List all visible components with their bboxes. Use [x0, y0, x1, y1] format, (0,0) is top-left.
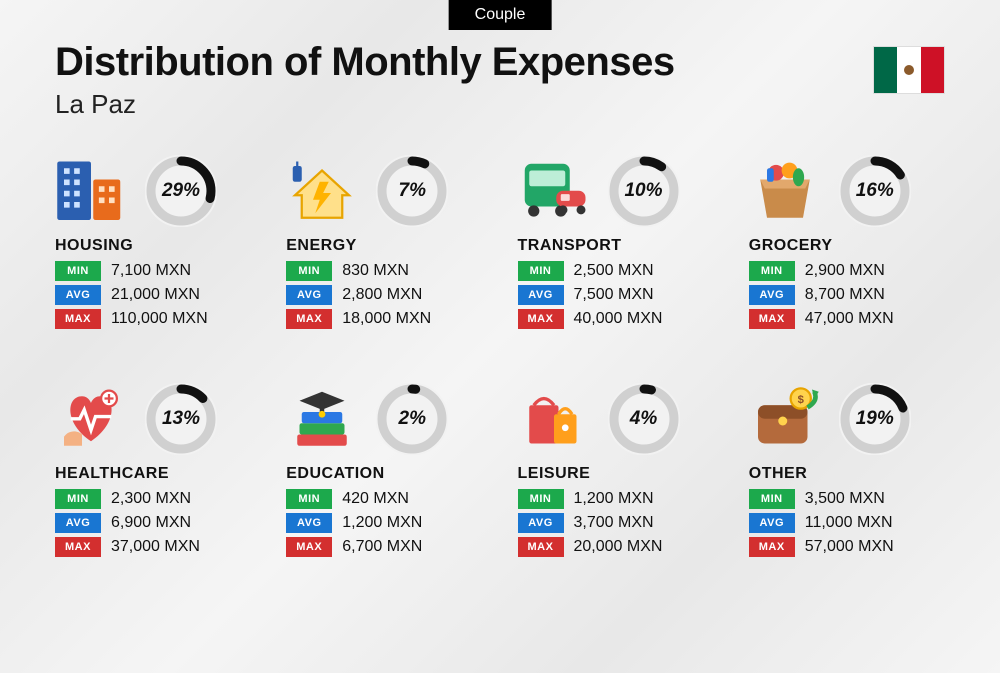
title-block: Distribution of Monthly Expenses La Paz: [55, 40, 675, 120]
min-value: 3,500 MXN: [805, 490, 885, 508]
max-tag: MAX: [518, 537, 564, 557]
card-housing: 29% HOUSING MIN 7,100 MXN AVG 21,000 MXN M…: [55, 155, 266, 333]
max-tag: MAX: [749, 537, 795, 557]
card-title: HOUSING: [55, 237, 266, 255]
household-badge: Couple: [449, 0, 552, 30]
min-tag: MIN: [286, 261, 332, 281]
card-title: ENERGY: [286, 237, 497, 255]
card-education: 2% EDUCATION MIN 420 MXN AVG 1,200 MXN MAX…: [286, 383, 497, 561]
avg-value: 11,000 MXN: [805, 514, 893, 532]
max-tag: MAX: [749, 309, 795, 329]
donut-other: 19%: [839, 383, 911, 455]
card-title: TRANSPORT: [518, 237, 729, 255]
transport-icon: [518, 158, 590, 224]
grocery-icon: [749, 158, 821, 224]
max-value: 40,000 MXN: [574, 310, 663, 328]
avg-value: 7,500 MXN: [574, 286, 654, 304]
card-transport: 10% TRANSPORT MIN2,500 MXN AVG7,500 MXN …: [518, 155, 729, 333]
max-value: 37,000 MXN: [111, 538, 200, 556]
categories-grid: 29% HOUSING MIN 7,100 MXN AVG 21,000 MXN M…: [55, 155, 960, 561]
donut-energy: 7%: [376, 155, 448, 227]
max-tag: MAX: [518, 309, 564, 329]
housing-icon: [55, 158, 127, 224]
mexico-flag-icon: [873, 46, 945, 94]
min-value: 2,500 MXN: [574, 262, 654, 280]
card-title: LEISURE: [518, 465, 729, 483]
card-grocery: 16% GROCERY MIN 2,900 MXN AVG 8,700 MXN MA…: [749, 155, 960, 333]
healthcare-icon: [55, 386, 127, 452]
leisure-icon: [518, 386, 590, 452]
max-value: 6,700 MXN: [342, 538, 422, 556]
min-tag: MIN: [749, 489, 795, 509]
header: Distribution of Monthly Expenses La Paz: [55, 40, 945, 120]
svg-text:$: $: [797, 394, 804, 406]
avg-tag: AVG: [749, 285, 795, 305]
min-tag: MIN: [55, 489, 101, 509]
avg-tag: AVG: [286, 513, 332, 533]
energy-icon: [286, 158, 358, 224]
max-value: 20,000 MXN: [574, 538, 663, 556]
card-title: EDUCATION: [286, 465, 497, 483]
max-value: 57,000 MXN: [805, 538, 894, 556]
card-healthcare: 13% HEALTHCARE MIN 2,300 MXN AVG 6,900 MXN…: [55, 383, 266, 561]
avg-tag: AVG: [55, 285, 101, 305]
avg-tag: AVG: [749, 513, 795, 533]
avg-value: 2,800 MXN: [342, 286, 422, 304]
donut-grocery: 16%: [839, 155, 911, 227]
min-value: 2,300 MXN: [111, 490, 191, 508]
avg-tag: AVG: [518, 285, 564, 305]
min-value: 830 MXN: [342, 262, 409, 280]
card-leisure: 4% LEISURE MIN 1,200 MXN AVG 3,700 MXN MAX…: [518, 383, 729, 561]
donut-housing: 29%: [145, 155, 217, 227]
card-title: GROCERY: [749, 237, 960, 255]
donut-transport: 10%: [608, 155, 680, 227]
max-tag: MAX: [286, 309, 332, 329]
stat-row-min: MIN 7,100 MXN: [55, 261, 266, 281]
avg-value: 3,700 MXN: [574, 514, 654, 532]
avg-value: 8,700 MXN: [805, 286, 885, 304]
max-tag: MAX: [286, 537, 332, 557]
donut-education: 2%: [376, 383, 448, 455]
avg-tag: AVG: [518, 513, 564, 533]
page-title: Distribution of Monthly Expenses: [55, 40, 675, 85]
avg-tag: AVG: [55, 513, 101, 533]
max-value: 110,000 MXN: [111, 310, 208, 328]
min-value: 420 MXN: [342, 490, 409, 508]
avg-tag: AVG: [286, 285, 332, 305]
avg-value: 1,200 MXN: [342, 514, 422, 532]
education-icon: [286, 386, 358, 452]
max-tag: MAX: [55, 309, 101, 329]
min-tag: MIN: [518, 261, 564, 281]
max-value: 47,000 MXN: [805, 310, 894, 328]
card-energy: 7% ENERGY MIN 830 MXN AVG 2,800 MXN MAX 18,…: [286, 155, 497, 333]
card-title: OTHER: [749, 465, 960, 483]
max-value: 18,000 MXN: [342, 310, 431, 328]
card-other: $ 19% OTHER MIN 3,500 MXN AVG 11,000 MXN M…: [749, 383, 960, 561]
min-value: 2,900 MXN: [805, 262, 885, 280]
donut-healthcare: 13%: [145, 383, 217, 455]
min-value: 1,200 MXN: [574, 490, 654, 508]
other-icon: $: [749, 386, 821, 452]
page-subtitle: La Paz: [55, 89, 675, 120]
avg-value: 21,000 MXN: [111, 286, 200, 304]
min-tag: MIN: [518, 489, 564, 509]
max-tag: MAX: [55, 537, 101, 557]
min-tag: MIN: [55, 261, 101, 281]
avg-value: 6,900 MXN: [111, 514, 191, 532]
card-title: HEALTHCARE: [55, 465, 266, 483]
donut-leisure: 4%: [608, 383, 680, 455]
stat-row-avg: AVG 21,000 MXN: [55, 285, 266, 305]
min-tag: MIN: [749, 261, 795, 281]
stat-row-max: MAX 110,000 MXN: [55, 309, 266, 329]
min-tag: MIN: [286, 489, 332, 509]
min-value: 7,100 MXN: [111, 262, 191, 280]
